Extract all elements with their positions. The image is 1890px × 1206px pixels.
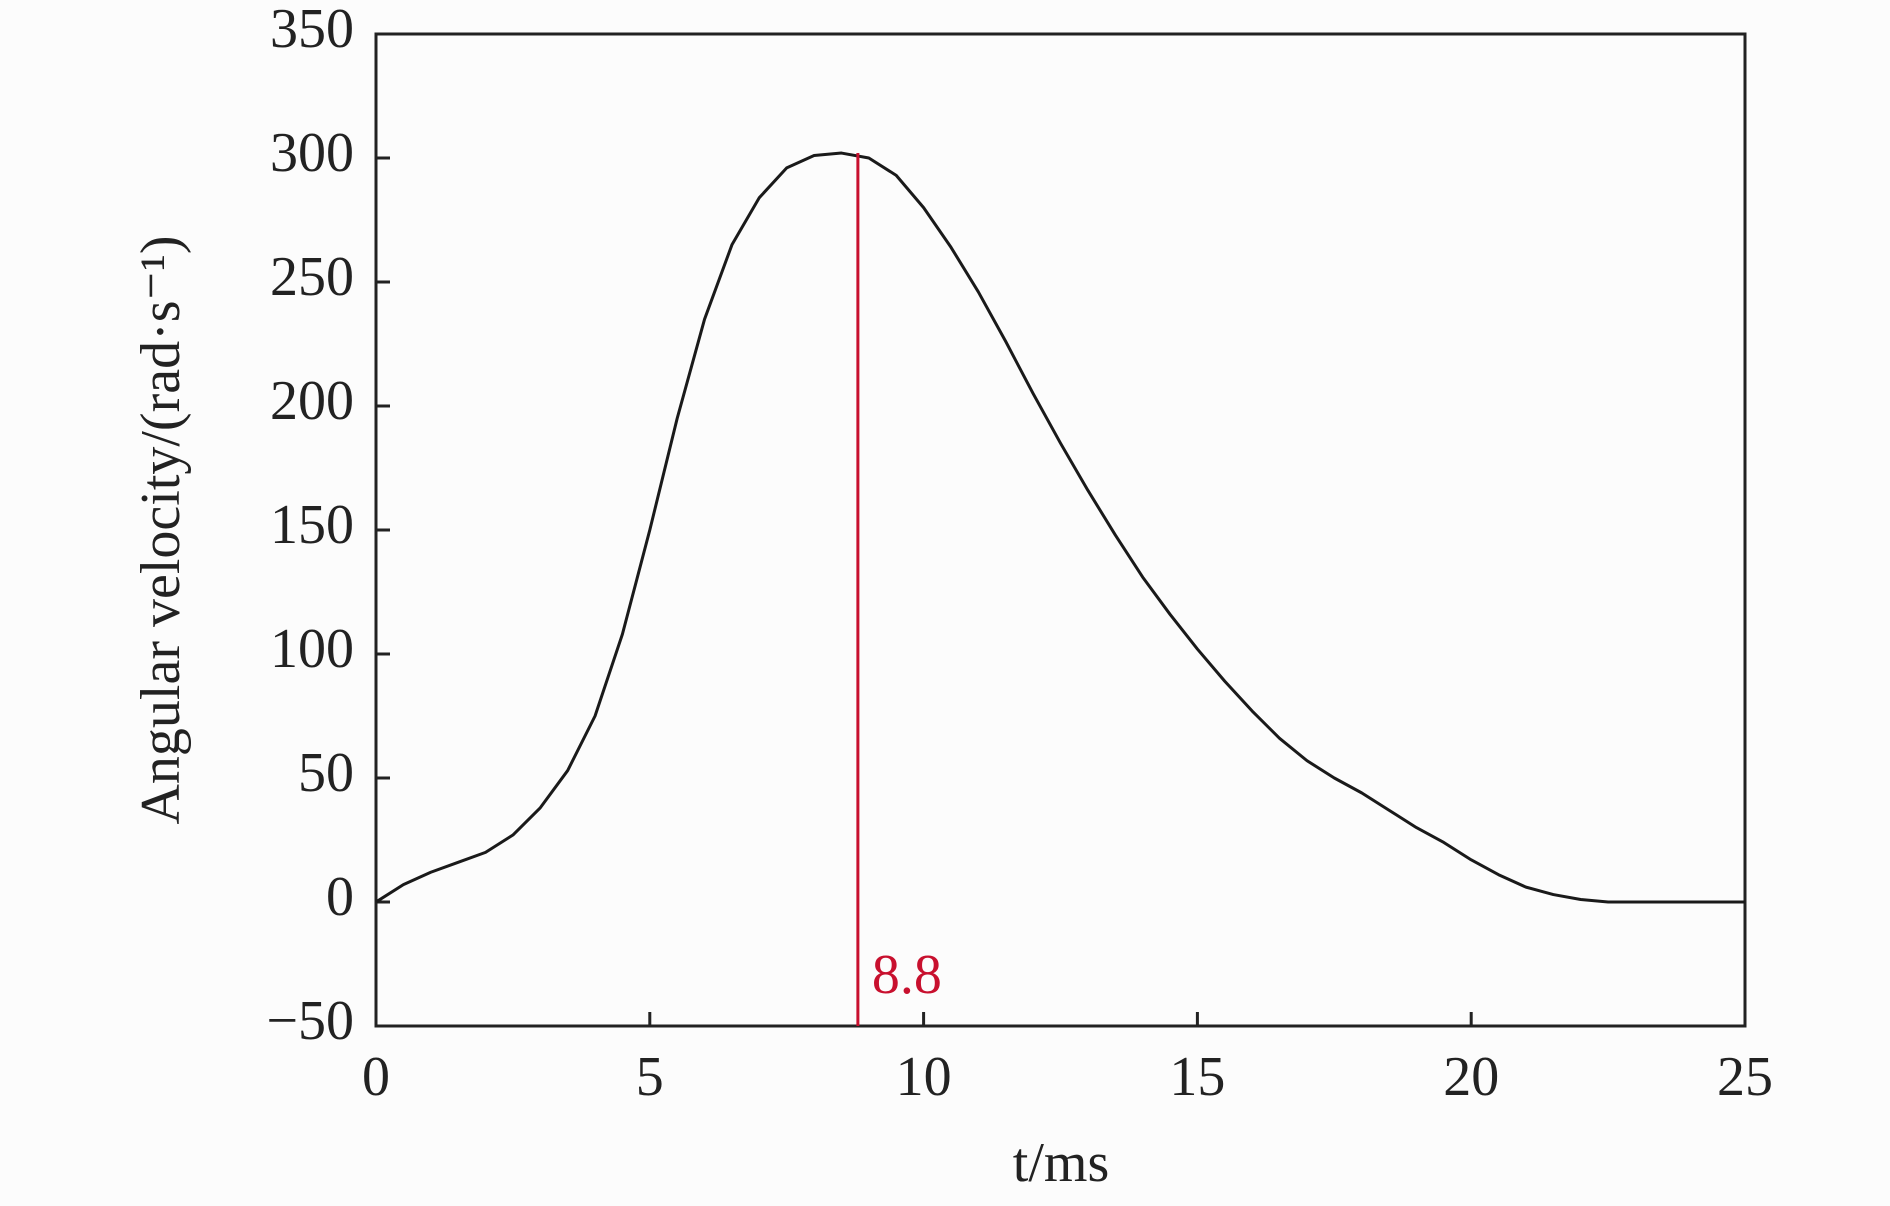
marker-label: 8.8	[872, 944, 942, 1006]
y-axis-label: Angular velocity/(rad·s⁻¹)	[130, 235, 192, 824]
x-tick-label: 20	[1443, 1046, 1499, 1108]
y-tick-label: 150	[270, 494, 354, 556]
y-tick-label: 350	[270, 0, 354, 60]
y-tick-label: −50	[266, 990, 354, 1052]
y-tick-label: 250	[270, 246, 354, 308]
x-tick-label: 25	[1717, 1046, 1773, 1108]
plot-frame	[374, 32, 1747, 1028]
y-tick-label: 200	[270, 370, 354, 432]
y-tick-label: 100	[270, 618, 354, 680]
y-tick-label: 0	[326, 866, 354, 928]
x-tick-label: 0	[362, 1046, 390, 1108]
x-tick-label: 10	[896, 1046, 952, 1108]
data-line	[375, 151, 1745, 904]
y-tick-label: 300	[270, 122, 354, 184]
x-axis-label: t/ms	[1013, 1132, 1109, 1194]
x-tick-label: 5	[636, 1046, 664, 1108]
y-tick-label: 50	[298, 742, 354, 804]
x-tick-label: 15	[1169, 1046, 1225, 1108]
